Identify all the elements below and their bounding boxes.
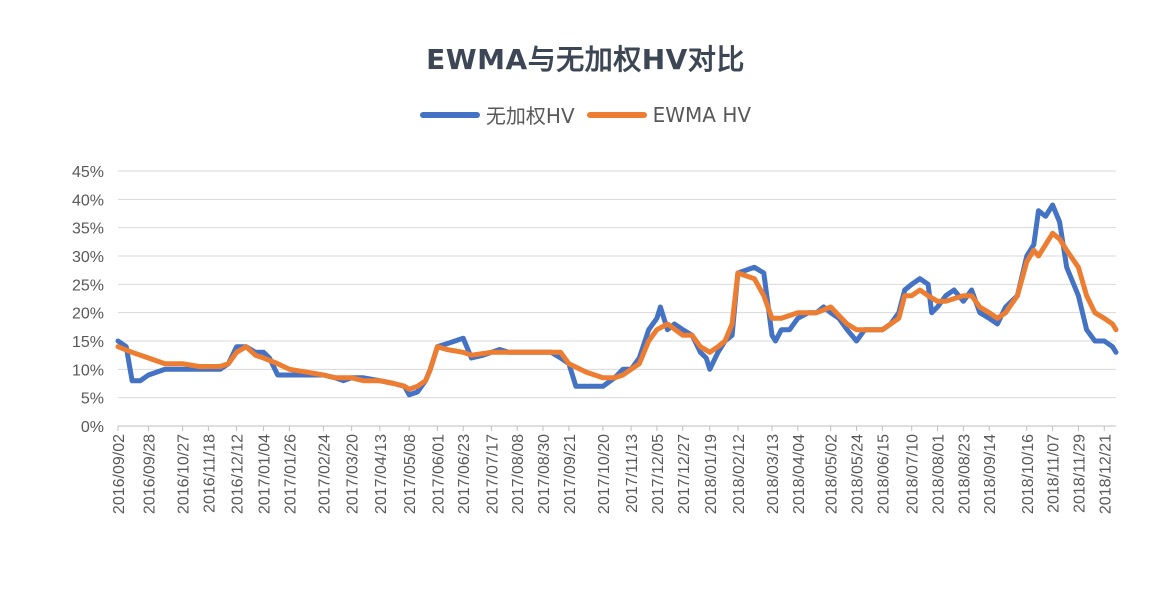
legend-item-series-2: EWMA HV [586, 102, 752, 127]
x-tick-label: 2017/12/27 [676, 434, 693, 514]
x-tick-label: 2017/06/01 [430, 434, 447, 514]
x-tick-label: 2017/12/05 [650, 434, 667, 514]
x-tick-label: 2016/10/27 [176, 434, 193, 514]
x-tick-label: 2018/04/04 [791, 434, 808, 514]
x-tick-label: 2018/05/02 [824, 434, 841, 514]
x-tick-label: 2017/08/08 [510, 434, 527, 514]
x-tick-label: 2018/11/29 [1071, 434, 1088, 513]
y-tick-label: 10% [72, 362, 104, 379]
chart-legend: 无加权HV EWMA HV [0, 100, 1171, 129]
y-tick-label: 45% [72, 164, 104, 181]
x-tick-label: 2016/12/12 [230, 434, 247, 514]
x-tick-label: 2017/05/08 [402, 434, 419, 514]
x-tick-label: 2018/12/21 [1097, 434, 1114, 514]
x-tick-label: 2018/06/15 [875, 434, 892, 514]
x-tick-label: 2017/06/23 [456, 434, 473, 514]
y-tick-label: 20% [72, 306, 104, 323]
x-tick-label: 2018/08/01 [931, 434, 948, 514]
y-tick-label: 25% [72, 277, 104, 294]
x-tick-label: 2018/02/12 [731, 434, 748, 514]
x-tick-label: 2017/01/04 [257, 434, 274, 514]
legend-swatch-series-1 [419, 111, 480, 118]
x-tick-label: 2018/09/14 [982, 434, 999, 514]
y-tick-label: 15% [72, 334, 104, 351]
x-tick-label: 2018/03/13 [765, 434, 782, 514]
x-tick-label: 2017/07/17 [484, 434, 501, 514]
series-line-2 [115, 230, 1119, 392]
x-tick-label: 2017/02/24 [316, 434, 333, 514]
y-tick-label: 5% [81, 391, 104, 408]
x-tick-label: 2016/09/28 [142, 434, 159, 514]
x-tick-label: 2017/01/26 [282, 434, 299, 514]
chart-title: EWMA与无加权HV对比 [426, 43, 745, 76]
legend-swatch-series-2 [586, 111, 647, 118]
x-tick-label: 2017/10/20 [596, 434, 613, 514]
x-tick-label: 2017/09/21 [562, 434, 579, 514]
series-line-1 [115, 202, 1119, 398]
x-tick-label: 2018/05/24 [850, 434, 867, 514]
x-tick-label: 2017/03/20 [345, 434, 362, 514]
x-tick-label: 2017/08/30 [536, 434, 553, 514]
x-tick-label: 2018/01/19 [703, 434, 720, 514]
x-tick-label: 2016/11/18 [201, 434, 218, 513]
legend-label-series-2: EWMA HV [652, 102, 752, 127]
x-tick-label: 2018/11/07 [1046, 434, 1063, 513]
x-tick-label: 2017/11/13 [624, 434, 641, 513]
y-tick-label: 30% [72, 249, 104, 266]
y-tick-label: 0% [81, 419, 104, 436]
y-tick-label: 40% [72, 192, 104, 209]
legend-item-series-1: 无加权HV [419, 100, 575, 129]
x-tick-label: 2018/07/10 [905, 434, 922, 514]
legend-label-series-1: 无加权HV [485, 104, 575, 128]
x-tick-label: 2017/04/13 [373, 434, 390, 514]
x-tick-label: 2016/09/02 [111, 434, 128, 514]
x-tick-label: 2018/10/16 [1020, 434, 1037, 514]
y-tick-label: 35% [72, 221, 104, 238]
x-tick-label: 2018/08/23 [956, 434, 973, 514]
